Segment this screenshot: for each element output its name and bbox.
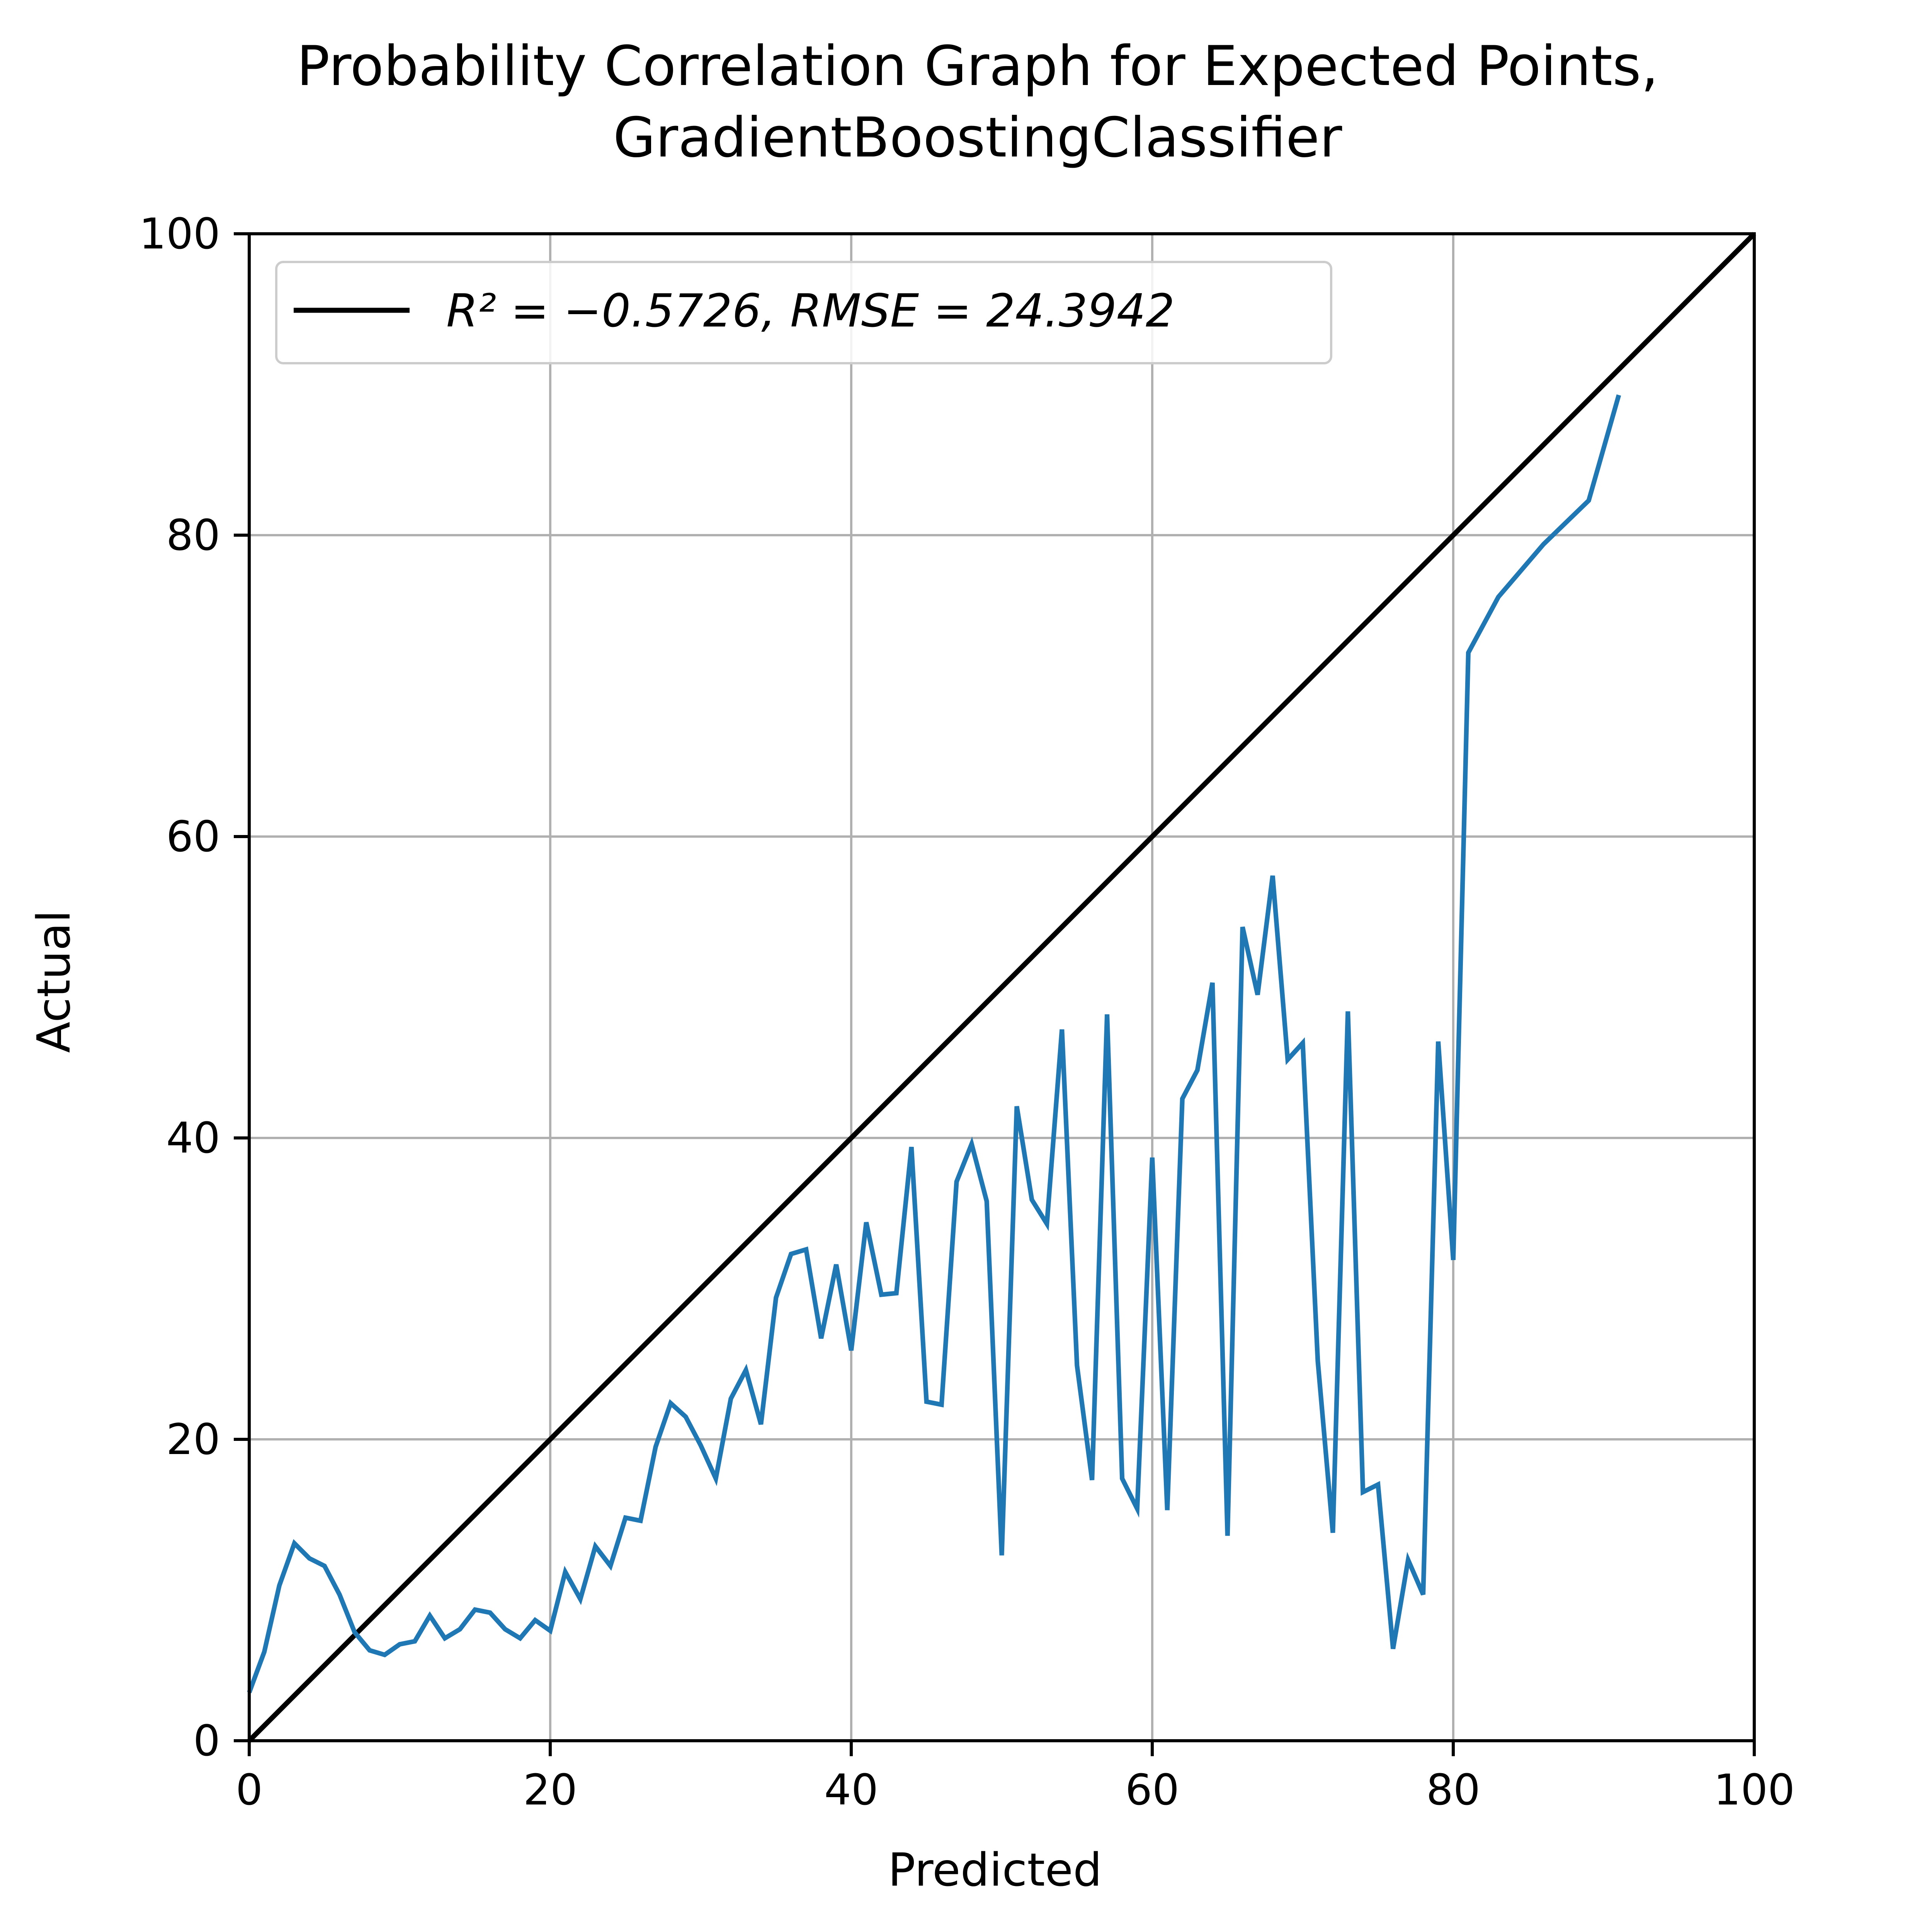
y-tick-label: 20 [166,1415,220,1464]
x-tick-label: 100 [1714,1765,1795,1815]
chart-title-line1: Probability Correlation Graph for Expect… [297,34,1658,98]
legend: R² = −0.5726, RMSE = 24.3942 [275,261,1332,364]
x-tick-label: 60 [1125,1765,1179,1815]
y-tick-label: 80 [166,510,220,560]
chart-title-line2: GradientBoostingClassifier [613,106,1342,170]
y-tick-label: 100 [139,209,220,259]
y-tick-label: 40 [166,1113,220,1163]
plot-area [247,232,1756,1743]
plot-frame [248,232,1756,1742]
y-axis-label: Actual [27,910,80,1053]
legend-box [275,261,1332,364]
x-tick-label: 0 [236,1765,263,1815]
x-tick-label: 80 [1426,1765,1480,1815]
x-axis-label: Predicted [888,1843,1102,1896]
data-series-line [247,394,1621,1694]
legend-label: R² = −0.5726, RMSE = 24.3942 [446,284,1175,337]
axis-ticks: 0 20 40 60 80 100 0 20 40 60 80 100 [139,209,1795,1815]
y-tick-label: 0 [193,1716,220,1765]
y-tick-label: 60 [166,812,220,861]
reference-line [247,232,1756,1743]
x-tick-label: 20 [523,1765,577,1815]
x-tick-label: 40 [824,1765,878,1815]
